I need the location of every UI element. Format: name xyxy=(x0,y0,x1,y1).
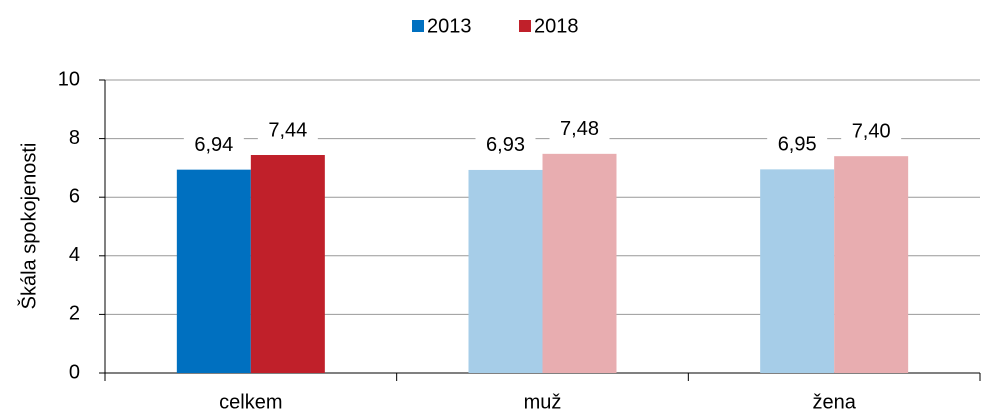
bar xyxy=(468,169,543,373)
value-label-bg xyxy=(183,131,244,160)
y-tick-label: 10 xyxy=(58,68,80,90)
x-tick-label: celkem xyxy=(219,391,282,412)
legend-label: 2013 xyxy=(427,15,472,37)
y-axis-title: Škála spokojenosti xyxy=(17,143,40,310)
legend-swatch xyxy=(412,20,424,32)
value-label: 7,44 xyxy=(268,119,307,141)
y-tick-label: 4 xyxy=(69,244,80,266)
value-label: 7,40 xyxy=(852,120,891,142)
bar xyxy=(176,169,251,373)
value-label-bg xyxy=(549,115,610,144)
value-label-bg xyxy=(475,131,536,160)
x-tick-label: muž xyxy=(524,391,562,412)
x-tick-label: žena xyxy=(812,391,856,412)
value-label: 6,93 xyxy=(486,134,525,156)
legend-swatch xyxy=(519,20,531,32)
y-tick-label: 2 xyxy=(69,303,80,325)
y-tick-label: 0 xyxy=(69,361,80,383)
value-label-bg xyxy=(841,118,902,147)
bar xyxy=(760,169,835,373)
bar xyxy=(542,153,617,373)
bar xyxy=(834,156,909,373)
value-label-bg xyxy=(767,131,828,160)
value-label: 6,94 xyxy=(194,134,233,156)
legend-label: 2018 xyxy=(534,15,579,37)
y-tick-label: 6 xyxy=(69,185,80,207)
bar xyxy=(250,155,325,373)
value-label: 6,95 xyxy=(778,134,817,156)
value-label: 7,48 xyxy=(560,118,599,140)
value-label-bg xyxy=(257,117,318,146)
y-tick-label: 8 xyxy=(69,127,80,149)
